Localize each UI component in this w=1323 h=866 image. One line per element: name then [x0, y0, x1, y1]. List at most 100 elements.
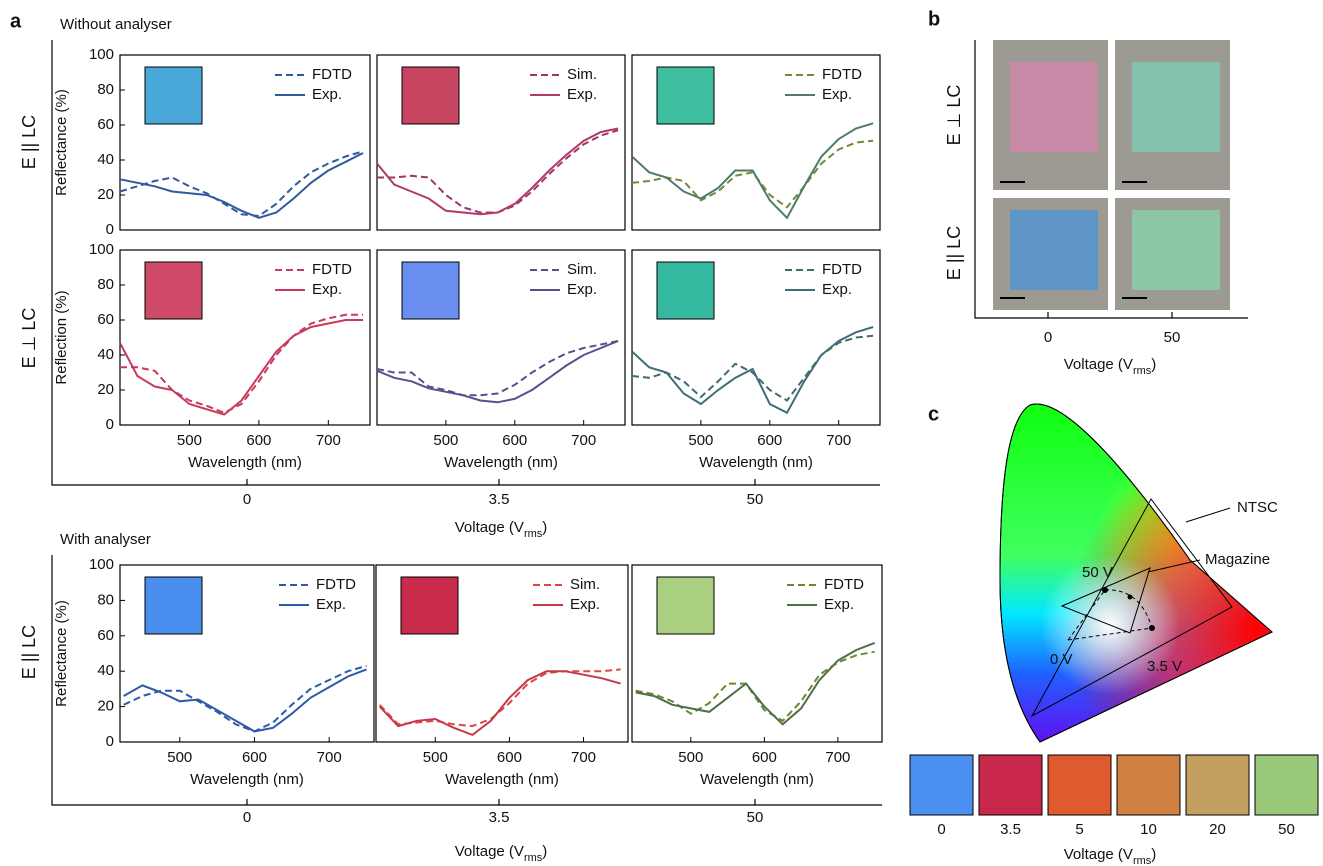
legend-label: FDTD: [312, 261, 352, 278]
y-tick-label: 80: [97, 81, 114, 98]
swatch-label: 5: [1075, 821, 1083, 838]
series-line: [376, 127, 619, 216]
axis-title-sub: rms: [524, 852, 543, 864]
plot-frame: [631, 564, 883, 743]
color-swatch: [1254, 754, 1319, 816]
axis-title-end: ): [1151, 846, 1156, 863]
plot-frame: [631, 249, 881, 426]
color-swatch: [978, 754, 1043, 816]
series-line: [119, 150, 364, 218]
row-label: E || LC: [19, 625, 39, 679]
x-tick-label: 500: [177, 432, 202, 449]
color-swatch: [1185, 754, 1250, 816]
axis-title-sub: rms: [1133, 855, 1152, 866]
axis-title-sub: rms: [1133, 365, 1152, 377]
y-tick-label: 100: [89, 46, 114, 63]
series-line: [631, 122, 874, 220]
inset-swatch: [400, 576, 459, 635]
y-tick-label: 0: [106, 221, 114, 238]
axis-title: Voltage (Vrms): [1064, 846, 1157, 866]
color-swatch: [1047, 754, 1112, 816]
series-line: [378, 670, 621, 737]
inset-swatch: [656, 66, 715, 125]
x-tick-label: 500: [167, 749, 192, 766]
y-tick-label: 60: [97, 627, 114, 644]
group-tick-label: 50: [747, 809, 764, 826]
group-tick-label: 3.5: [489, 491, 510, 508]
x-axis-title: Wavelength (nm): [188, 454, 302, 471]
group-tick-label: 0: [243, 491, 251, 508]
legend-label: FDTD: [316, 576, 356, 593]
x-tick-label: 700: [571, 432, 596, 449]
inset-swatch: [144, 66, 203, 125]
legend-label: Sim.: [567, 66, 597, 83]
x-tick-label: 600: [242, 749, 267, 766]
legend-label: Exp.: [824, 596, 854, 613]
legend-label: Sim.: [567, 261, 597, 278]
series-line: [635, 650, 875, 723]
row-label: E ⊥ LC: [944, 85, 964, 146]
cie-label: Magazine: [1205, 551, 1270, 568]
legend-label: FDTD: [824, 576, 864, 593]
x-tick-label: 500: [688, 432, 713, 449]
inset-swatch: [656, 261, 715, 320]
plot-frame: [631, 54, 881, 231]
legend-label: Exp.: [567, 86, 597, 103]
legend-label: Sim.: [570, 576, 600, 593]
group-tick-label: 0: [243, 809, 251, 826]
x-tick-label: 500: [423, 749, 448, 766]
y-tick-label: 60: [97, 116, 114, 133]
series-line: [631, 326, 874, 415]
row-label: E || LC: [944, 226, 964, 280]
group-tick-label: 50: [747, 491, 764, 508]
series-line: [635, 641, 875, 726]
axis-title: Voltage (Vrms): [455, 843, 548, 864]
swatch-label: 3.5: [1000, 821, 1021, 838]
y-axis-title: Reflection (%): [53, 290, 70, 384]
legend-label: Exp.: [822, 281, 852, 298]
series-line: [631, 139, 874, 209]
group-tick-label: 50: [1164, 329, 1181, 346]
x-axis-title: Wavelength (nm): [699, 454, 813, 471]
inset-swatch: [401, 66, 460, 125]
y-tick-label: 0: [106, 733, 114, 750]
plot-frame: [376, 249, 626, 426]
legend-label: Exp.: [312, 86, 342, 103]
x-tick-label: 600: [752, 749, 777, 766]
series-line: [376, 340, 619, 397]
series-line: [120, 313, 364, 414]
legend-label: Exp.: [316, 596, 346, 613]
plot-frame: [119, 249, 371, 426]
panel-letter: b: [928, 8, 940, 30]
y-tick-label: 20: [97, 381, 114, 398]
x-axis-title: Wavelength (nm): [190, 771, 304, 788]
inset-swatch: [144, 576, 203, 635]
series-line: [631, 334, 874, 402]
swatch-label: 10: [1140, 821, 1157, 838]
y-tick-label: 20: [97, 186, 114, 203]
x-tick-label: 700: [316, 432, 341, 449]
y-axis-title: Reflectance (%): [53, 89, 70, 196]
axis-title-main: Voltage (V: [455, 843, 524, 860]
x-tick-label: 700: [317, 749, 342, 766]
plot-frame: [119, 54, 371, 231]
inset-swatch: [144, 261, 203, 320]
series-line: [123, 668, 367, 733]
axis-title-main: Voltage (V: [1064, 846, 1133, 863]
legend-label: Exp.: [822, 86, 852, 103]
panel-letter: a: [10, 10, 22, 32]
x-tick-label: 700: [826, 432, 851, 449]
inset-swatch: [401, 261, 460, 320]
cie-diagram: [999, 403, 1273, 743]
group-tick-label: 3.5: [489, 809, 510, 826]
plot-frame: [119, 564, 375, 743]
axis-brackets: [51, 40, 1248, 806]
legend-label: Exp.: [312, 281, 342, 298]
y-tick-label: 80: [97, 591, 114, 608]
legend-label: Exp.: [567, 281, 597, 298]
swatch-label: 20: [1209, 821, 1226, 838]
y-tick-label: 100: [89, 556, 114, 573]
x-tick-label: 700: [825, 749, 850, 766]
y-tick-label: 80: [97, 276, 114, 293]
